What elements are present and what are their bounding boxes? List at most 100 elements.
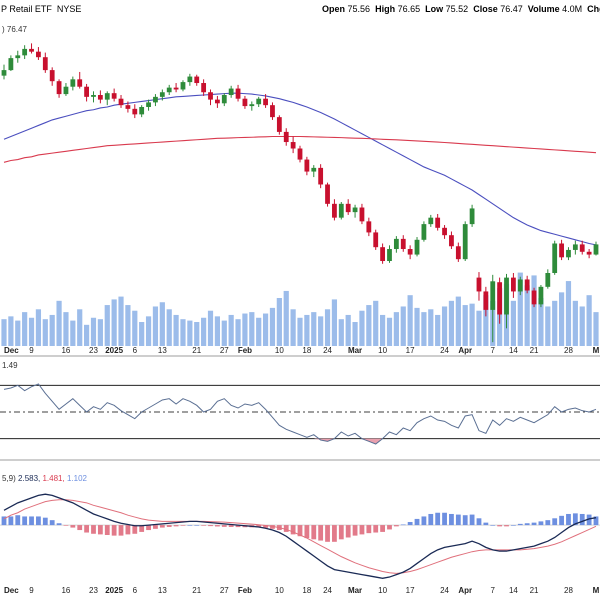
macd-histogram-bar bbox=[469, 514, 475, 526]
macd-histogram-bar bbox=[8, 516, 14, 526]
macd-x-tick-label: 21 bbox=[192, 586, 201, 595]
volume-bar bbox=[324, 309, 331, 346]
candle-down bbox=[304, 159, 310, 172]
volume-bar bbox=[242, 313, 248, 346]
price-x-tick-label: 24 bbox=[440, 346, 449, 355]
macd-histogram-bar bbox=[318, 525, 324, 541]
macd-histogram-bar bbox=[221, 525, 227, 527]
price-pane: ) 76.47 bbox=[0, 25, 600, 357]
candle-down bbox=[111, 93, 117, 99]
volume-bar bbox=[207, 310, 214, 346]
volume-bar bbox=[352, 322, 358, 346]
volume-bar bbox=[180, 319, 186, 346]
macd-histogram-bar bbox=[304, 525, 310, 539]
macd-histogram-bar bbox=[77, 525, 83, 531]
volume-bar bbox=[70, 320, 76, 346]
macd-x-tick-label: 17 bbox=[406, 586, 415, 595]
macd-x-tick-label: Mar bbox=[348, 586, 362, 595]
volume-bar bbox=[166, 309, 172, 346]
candle-down bbox=[455, 246, 461, 260]
volume-bar bbox=[228, 314, 234, 346]
candle-down bbox=[242, 98, 248, 107]
price-x-tick-label: 14 bbox=[509, 346, 518, 355]
candle-down bbox=[380, 247, 385, 262]
macd-histogram-bar bbox=[208, 525, 213, 527]
macd-histogram-bar bbox=[579, 513, 585, 526]
volume-bar bbox=[111, 299, 117, 346]
macd-histogram-bar bbox=[345, 525, 351, 538]
volume-bar bbox=[22, 312, 28, 346]
volume-bar bbox=[359, 310, 365, 346]
volume-bar bbox=[97, 319, 103, 346]
macd-histogram-bar bbox=[263, 525, 268, 528]
macd-histogram-bar bbox=[325, 525, 330, 542]
macd-histogram-bar bbox=[531, 522, 537, 526]
price-x-tick-label: 17 bbox=[406, 346, 415, 355]
macd-legend: 5,9) 2.583, 1.481, 1.102 bbox=[2, 474, 88, 483]
volume-bar bbox=[462, 305, 468, 346]
volume-bar bbox=[304, 314, 310, 346]
rsi-pane: 1.49 bbox=[0, 361, 600, 461]
macd-x-tick-label: Dec bbox=[4, 586, 19, 595]
volume-bar bbox=[262, 313, 269, 346]
price-x-tick-label: 9 bbox=[29, 346, 34, 355]
macd-histogram-bar bbox=[366, 525, 372, 534]
macd-histogram-bar bbox=[428, 513, 434, 526]
price-x-tick-label: 2025 bbox=[105, 346, 123, 355]
macd-histogram-bar bbox=[290, 525, 296, 535]
candle-down bbox=[36, 51, 41, 58]
candle-down bbox=[118, 98, 124, 106]
volume-bar bbox=[173, 314, 179, 346]
volume-bar bbox=[414, 307, 420, 346]
candle-down bbox=[559, 243, 564, 258]
price-x-tick-label: M bbox=[593, 346, 600, 355]
candle-up bbox=[421, 224, 427, 240]
macd-histogram-bar bbox=[393, 525, 399, 527]
macd-x-tick-label: 10 bbox=[378, 586, 387, 595]
candle-up bbox=[146, 102, 151, 107]
volume-bar bbox=[125, 305, 131, 346]
volume-bar bbox=[42, 319, 48, 346]
candle-up bbox=[552, 243, 558, 273]
candle-up bbox=[249, 104, 255, 107]
volume-bar bbox=[249, 312, 255, 346]
macd-histogram-bar bbox=[517, 523, 523, 526]
macd-histogram-bar bbox=[538, 521, 544, 526]
ohlc-readout: Open 75.56 High 76.65 Low 75.52 Close 76… bbox=[322, 4, 600, 14]
macd-histogram-bar bbox=[173, 525, 179, 527]
macd-x-tick-label: 14 bbox=[509, 586, 518, 595]
volume-bar bbox=[90, 317, 97, 346]
macd-histogram-bar bbox=[1, 516, 7, 526]
candle-up bbox=[387, 249, 392, 262]
candle-up bbox=[256, 98, 262, 105]
volume-bar bbox=[469, 303, 475, 346]
volume-bar bbox=[145, 316, 152, 346]
candle-down bbox=[201, 83, 207, 93]
candle-up bbox=[1, 70, 7, 76]
volume-bar bbox=[201, 317, 207, 346]
macd-histogram-bar bbox=[552, 518, 558, 526]
volume-bar bbox=[510, 300, 516, 346]
candle-down bbox=[359, 207, 365, 222]
macd-x-tick-label: Apr bbox=[458, 586, 472, 595]
volume-bar bbox=[290, 309, 296, 346]
candle-down bbox=[49, 70, 55, 82]
candle-up bbox=[545, 273, 551, 287]
volume-bar bbox=[104, 305, 110, 346]
candle-down bbox=[524, 279, 530, 291]
candle-down bbox=[579, 244, 585, 252]
volume-bar bbox=[139, 322, 145, 346]
macd-histogram-bar bbox=[387, 525, 392, 530]
candle-down bbox=[483, 291, 489, 310]
volume-bar bbox=[77, 309, 83, 346]
macd-histogram-bar bbox=[311, 525, 317, 540]
candle-up bbox=[414, 239, 420, 255]
volume-bar bbox=[538, 298, 544, 346]
candle-down bbox=[511, 277, 516, 292]
candle-down bbox=[56, 81, 62, 95]
candle-down bbox=[125, 105, 131, 109]
volume-bar bbox=[311, 312, 317, 346]
macd-histogram-bar bbox=[22, 516, 28, 526]
volume-bar bbox=[400, 306, 406, 346]
